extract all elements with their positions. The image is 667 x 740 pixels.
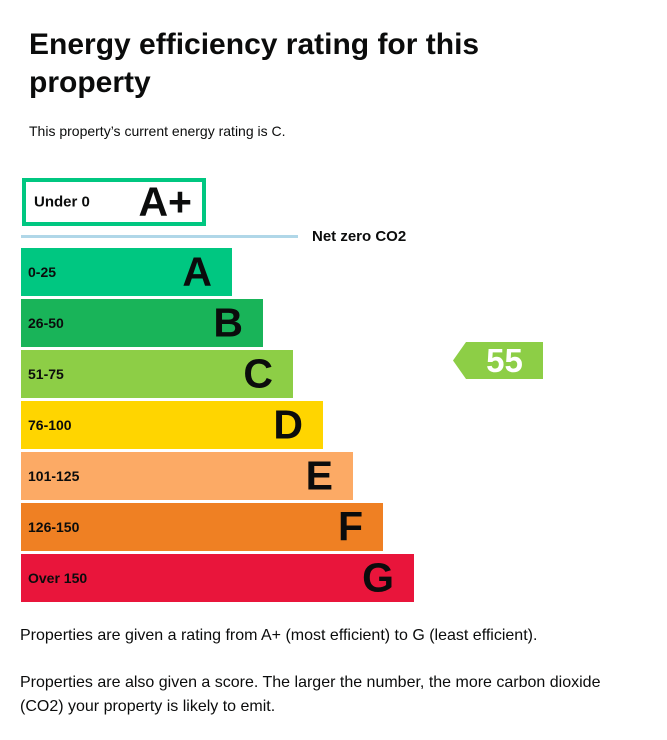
band-letter: G [362,554,394,601]
band-c: 51-75 C [21,350,293,398]
band-letter: F [337,503,363,550]
band-a-plus: Under 0 A+ [22,178,206,226]
band-b: 26-50 B [21,299,263,347]
band-range-label: 126-150 [28,519,80,535]
band-d: 76-100 D [21,401,323,449]
current-rating-summary: This property’s current energy rating is… [29,123,286,139]
rating-scale-note: Properties are given a rating from A+ (m… [20,627,538,644]
score-explanation-note: Properties are also given a score. The l… [20,674,601,715]
band-range-label: 101-125 [28,468,80,484]
band-e: 101-125 E [21,452,353,500]
net-zero-co2-label: Net zero CO2 [312,228,407,245]
band-a: 0-25 A [21,248,232,296]
band-range-label: 0-25 [28,264,57,280]
band-letter: C [243,350,273,397]
band-range-label: Under 0 [34,193,90,211]
energy-rating-chart: Under 0 A+ Net zero CO2 0-25 A 26-50 B 5… [21,178,543,602]
net-zero-co2-line [21,235,298,238]
current-rating-marker: 55 [453,342,543,379]
band-letter: E [305,452,333,499]
band-range-label: 51-75 [28,366,64,382]
band-letter: D [273,401,303,448]
current-rating-score: 55 [486,341,523,379]
band-range-label: Over 150 [28,570,88,586]
band-range-label: 26-50 [28,315,64,331]
band-letter: A+ [138,178,192,225]
band-g: Over 150 G [21,554,414,602]
band-range-label: 76-100 [28,417,72,433]
band-letter: B [213,299,243,346]
band-letter: A [182,248,212,295]
band-f: 126-150 F [21,503,383,551]
page-title: Energy efficiency rating for this proper… [29,28,480,99]
